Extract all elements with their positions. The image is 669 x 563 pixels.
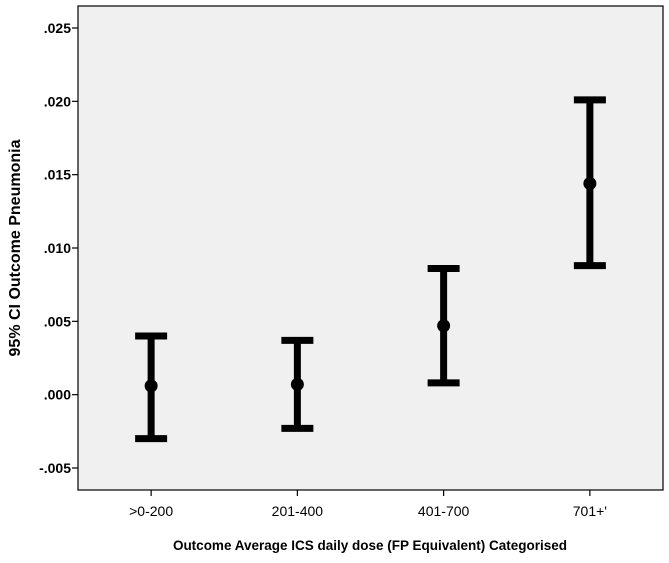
x-tick-label: >0-200 — [129, 503, 173, 519]
y-tick-label: -.005 — [39, 460, 71, 476]
y-tick-label: .015 — [44, 167, 71, 183]
y-tick-label: .005 — [44, 313, 71, 329]
y-tick-label: .000 — [44, 387, 71, 403]
y-tick-label: .010 — [44, 240, 71, 256]
y-axis-title: 95% CI Outcome Pneumonia — [7, 139, 24, 356]
y-tick-label: .020 — [44, 93, 71, 109]
mean-point — [437, 319, 451, 333]
error-bars — [135, 96, 606, 443]
y-tick-label: .025 — [44, 20, 71, 36]
mean-point — [144, 379, 158, 393]
y-axis-ticks: -.005 .000 .005 .010 .015 .020 .025 — [39, 20, 78, 476]
x-tick-label: 401-700 — [418, 503, 470, 519]
x-tick-label: 201-400 — [272, 503, 324, 519]
x-tick-label: 701+' — [573, 503, 607, 519]
mean-point — [290, 377, 304, 391]
x-axis-title: Outcome Average ICS daily dose (FP Equiv… — [173, 538, 567, 553]
plot-area — [77, 5, 664, 491]
x-axis-ticks: >0-200 201-400 401-700 701+' — [129, 490, 607, 519]
mean-point — [583, 176, 597, 190]
